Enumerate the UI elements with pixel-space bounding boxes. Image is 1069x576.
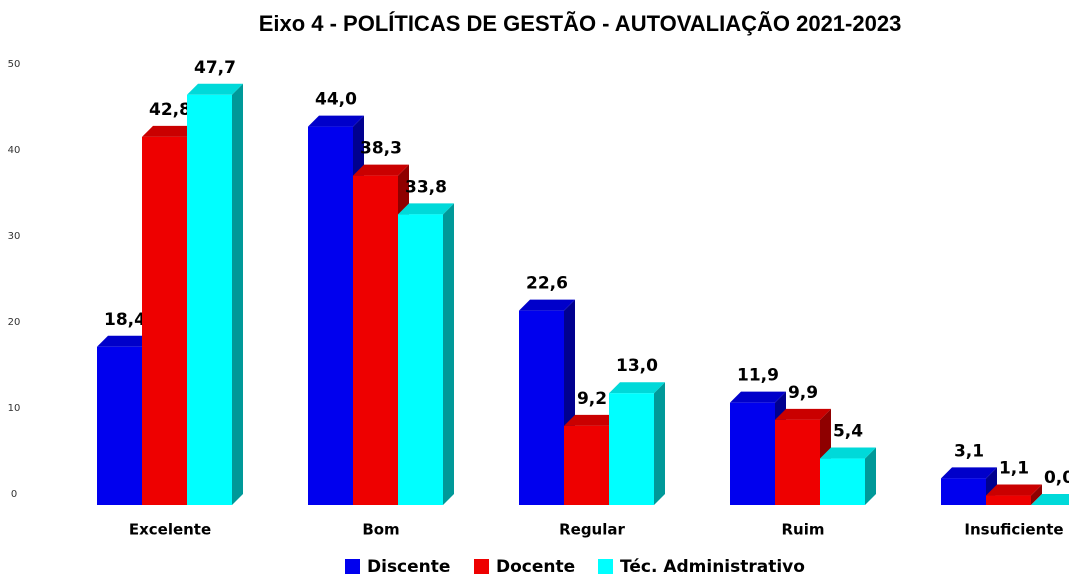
bar-top: [1031, 494, 1069, 505]
y-tick-label: 40: [8, 145, 21, 156]
bar: [775, 419, 820, 505]
bar-top: [941, 467, 997, 479]
bar: [564, 425, 609, 505]
bar-side: [654, 382, 665, 505]
y-tick-label: 20: [8, 317, 21, 328]
bar: [609, 393, 654, 505]
value-label: 9,2: [577, 389, 607, 409]
x-tick-label: Insuficiente: [964, 521, 1063, 539]
bar-top: [187, 83, 243, 95]
legend-swatch: [598, 559, 613, 574]
value-label: 33,8: [405, 177, 447, 197]
bar-top: [775, 408, 831, 420]
bar: [398, 214, 443, 505]
y-tick-label: 50: [8, 59, 21, 70]
x-tick-label: Excelente: [129, 521, 211, 539]
value-label: 42,8: [149, 100, 191, 120]
bar: [986, 495, 1031, 505]
bar-side: [865, 447, 876, 505]
value-label: 18,4: [104, 310, 146, 330]
bar-top: [142, 125, 198, 137]
bar-side: [1031, 484, 1042, 505]
legend-swatch: [474, 559, 489, 574]
legend-label: Docente: [496, 557, 575, 576]
value-label: 22,6: [526, 274, 568, 294]
bar-top: [519, 299, 575, 311]
value-label: 0,0: [1044, 468, 1069, 488]
bar: [308, 126, 353, 505]
value-label: 38,3: [360, 139, 402, 159]
bar-top: [986, 484, 1042, 496]
value-label: 1,1: [999, 459, 1029, 479]
bar: [820, 458, 865, 505]
x-tick-label: Regular: [559, 521, 625, 539]
value-label: 3,1: [954, 441, 984, 461]
bar-top: [820, 447, 876, 459]
bar-side: [443, 203, 454, 505]
x-tick-label: Ruim: [781, 521, 824, 539]
bar: [187, 94, 232, 505]
chart-title: Eixo 4 - POLÍTICAS DE GESTÃO - AUTOVALIA…: [259, 11, 902, 36]
value-label: 11,9: [737, 366, 779, 386]
bar-top: [730, 391, 786, 403]
y-tick-label: 10: [8, 403, 21, 414]
bar-side: [232, 83, 243, 505]
legend-label: Téc. Administrativo: [620, 557, 805, 576]
bar: [142, 136, 187, 506]
bar: [97, 346, 142, 505]
value-label: 47,7: [194, 58, 236, 78]
bar-top: [564, 414, 620, 426]
legend-label: Discente: [367, 557, 450, 576]
legend-swatch: [345, 559, 360, 574]
bar-top: [97, 335, 153, 347]
bar-top: [398, 203, 454, 215]
bar-top: [308, 115, 364, 127]
bar: [730, 402, 775, 505]
bar: [941, 478, 986, 505]
bar-top: [353, 164, 409, 176]
value-label: 13,0: [616, 356, 658, 376]
bar-top: [609, 382, 665, 394]
x-tick-label: Bom: [362, 521, 399, 539]
bar: [353, 175, 398, 505]
value-label: 44,0: [315, 90, 357, 110]
bar: [519, 310, 564, 505]
y-tick-label: 30: [8, 231, 21, 242]
value-label: 5,4: [833, 422, 863, 442]
value-label: 9,9: [788, 383, 818, 403]
y-tick-label: 0: [11, 489, 17, 500]
